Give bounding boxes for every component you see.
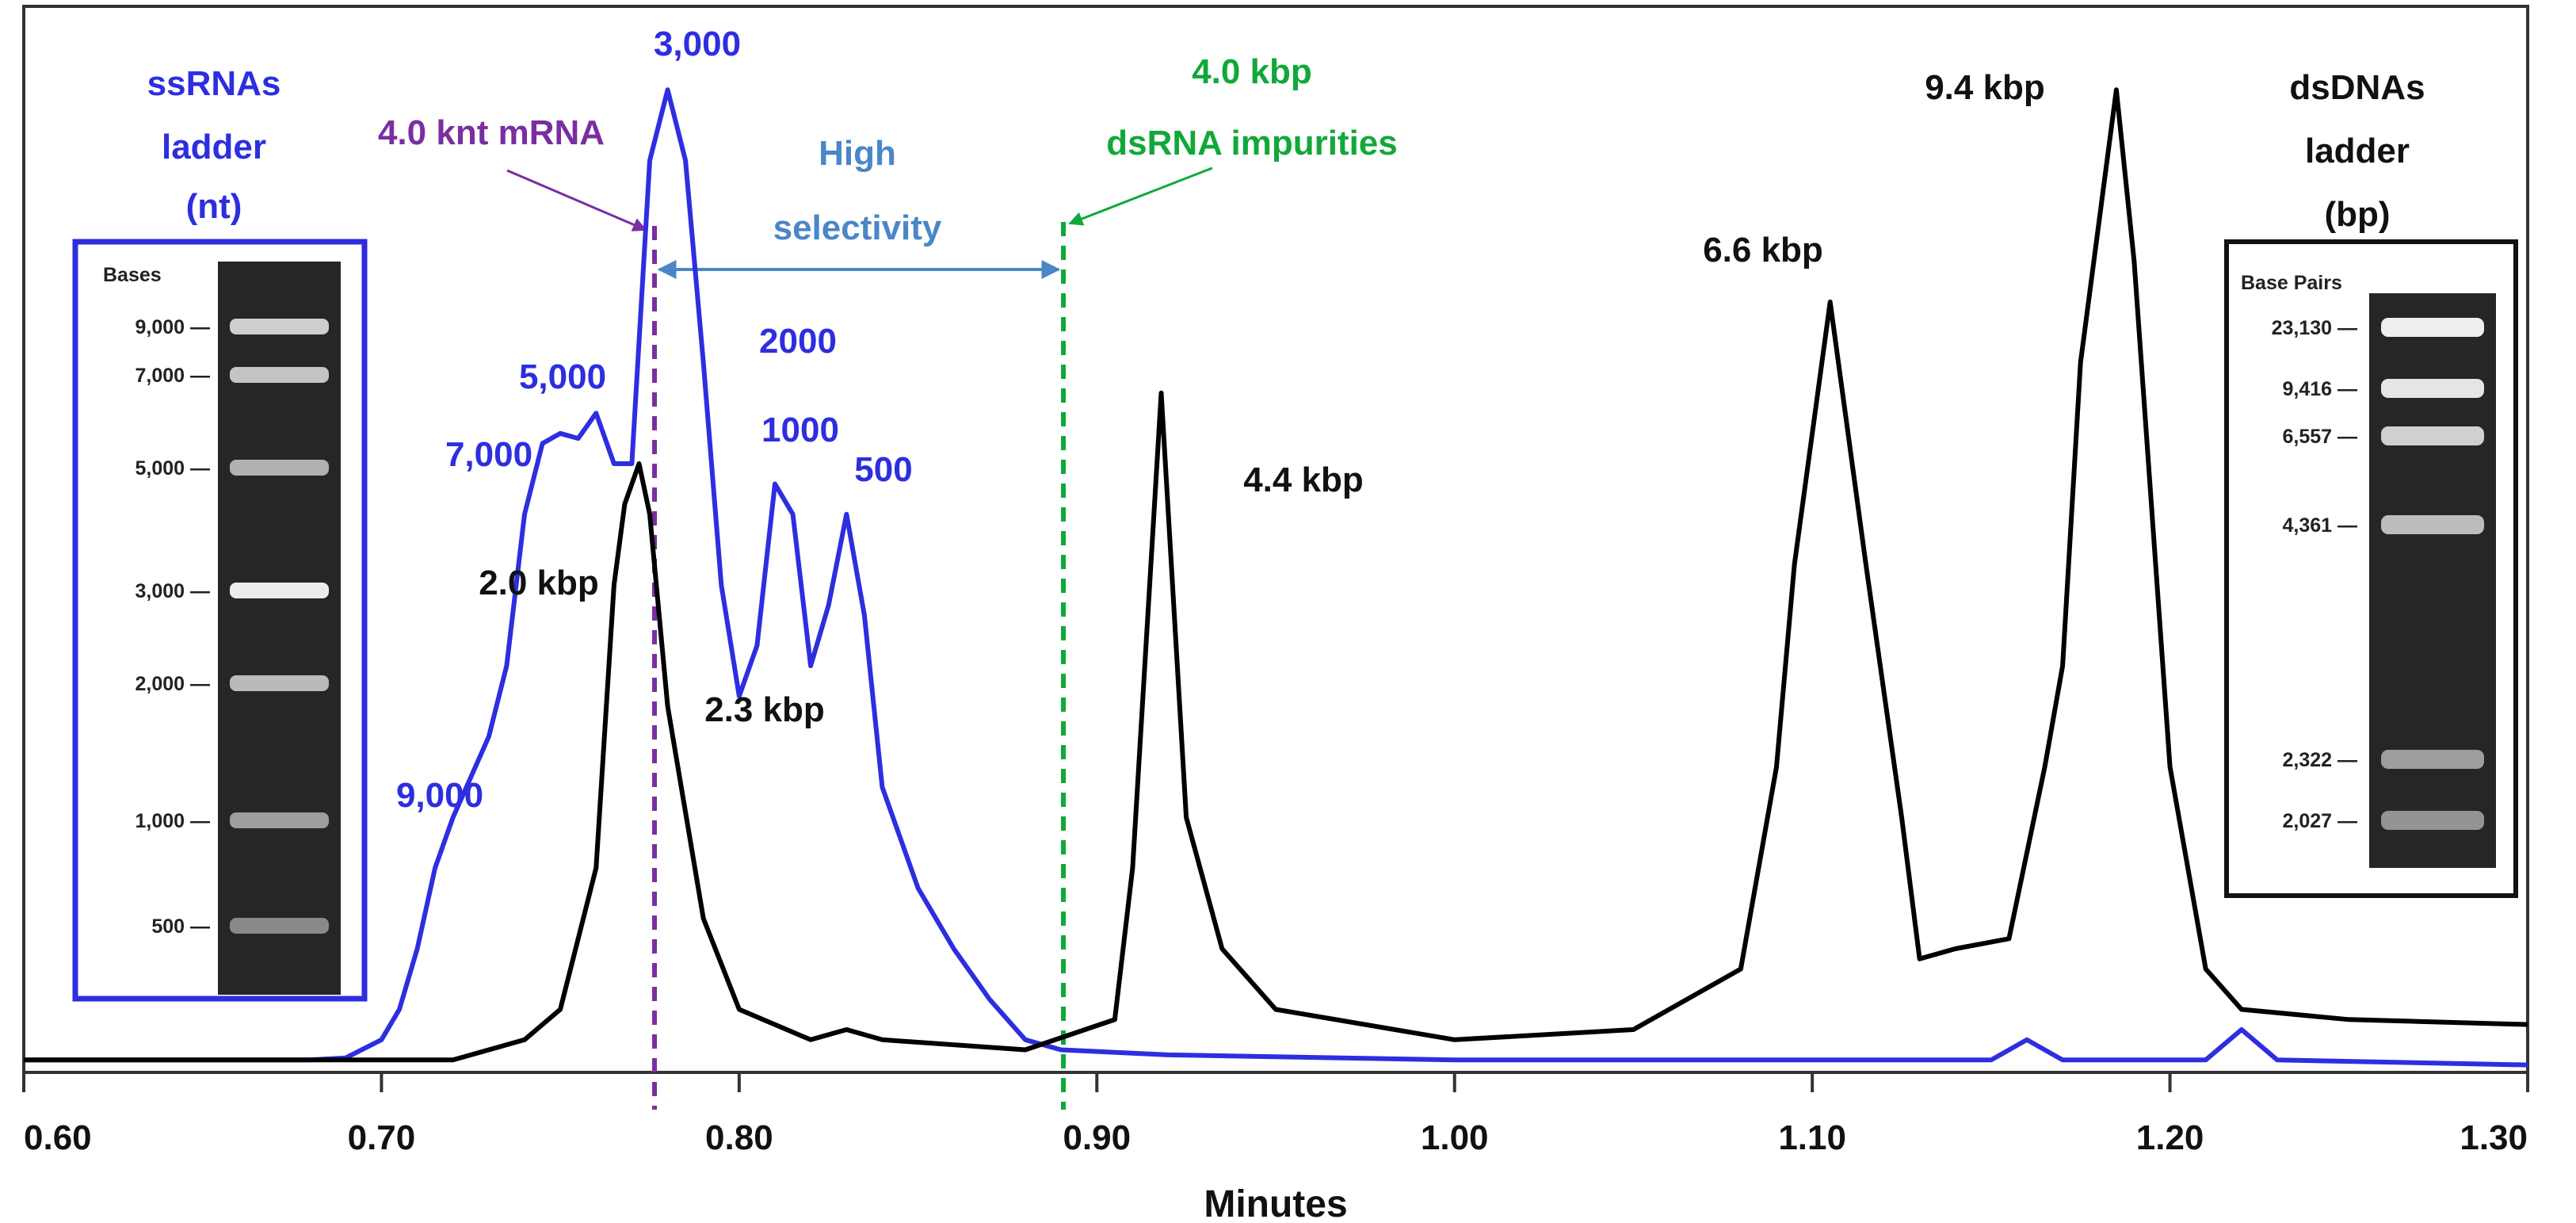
gel-tick-label: 3,000 — [135, 580, 210, 602]
mrna-pointer-arrow [506, 169, 647, 231]
x-tick-label: 1.00 [1421, 1118, 1489, 1157]
gel-band [230, 460, 329, 476]
ssrna-ladder-title-3: (nt) [186, 187, 242, 226]
x-axis: 0.60 0.70 0.80 0.90 1.00 1.10 1.20 1.30 [22, 1072, 2529, 1157]
gel-band [230, 812, 329, 828]
gel-tick-label: 1,000 — [135, 810, 210, 832]
x-tick-label: 1.30 [2460, 1118, 2528, 1157]
dsrna-pointer-arrow [1068, 166, 1213, 226]
ssrna-gel-inset: Bases 9,000 — 7,000 — 5,000 — 3,000 — 2,000 … [72, 239, 368, 1002]
peak-label-3000: 3,000 [654, 25, 741, 63]
ssrna-ladder-title-2: ladder [162, 128, 266, 166]
gel-band [2381, 318, 2484, 337]
ssrna-ladder-title-1: ssRNAs [147, 64, 281, 103]
dsrna-annotation-1: 4.0 kbp [1192, 52, 1312, 91]
gel-tick-label: 2,000 — [135, 673, 210, 695]
gel-band [2381, 379, 2484, 398]
peak-label-9-4-kbp: 9.4 kbp [1925, 68, 2045, 107]
dsdna-ladder-title-3: (bp) [2324, 195, 2390, 234]
peak-label-2-3-kbp: 2.3 kbp [704, 690, 825, 729]
peak-label-2-0-kbp: 2.0 kbp [479, 564, 599, 602]
peak-label-2000: 2000 [759, 322, 837, 361]
gel-tick-label: 500 — [151, 915, 210, 938]
selectivity-annotation-1: High [819, 134, 896, 173]
dsrna-annotation-2: dsRNA impurities [1106, 124, 1398, 162]
x-axis-label: Minutes [1204, 1183, 1347, 1223]
gel-tick-label: 23,130 — [2272, 317, 2357, 339]
peak-label-500: 500 [854, 450, 912, 489]
ssrna-gel-lane [218, 262, 341, 995]
gel-band [230, 675, 329, 691]
x-tick-label: 0.60 [24, 1118, 92, 1157]
dsdna-gel-inset: Base Pairs 23,130 — 9,416 — 6,557 — 4,361 —… [2224, 239, 2518, 898]
ssrna-ladder-line [24, 87, 2528, 1068]
gel-band [230, 367, 329, 383]
gel-tick-label: 7,000 — [135, 365, 210, 387]
x-tick-label: 1.10 [1778, 1118, 1846, 1157]
peak-label-6-6-kbp: 6.6 kbp [1703, 231, 1823, 269]
gel-band [230, 583, 329, 598]
mrna-annotation: 4.0 knt mRNA [378, 113, 605, 152]
dsdna-gel-header: Base Pairs [2241, 272, 2342, 294]
ssrna-gel-header: Bases [103, 264, 162, 286]
x-tick-label: 0.70 [348, 1118, 416, 1157]
gel-tick-label: 9,416 — [2282, 378, 2357, 400]
plot-frame [22, 5, 2529, 1074]
peak-label-4-4-kbp: 4.4 kbp [1243, 461, 1364, 499]
gel-tick-label: 9,000 — [135, 316, 210, 338]
dsdna-ladder-line [24, 87, 2528, 1063]
gel-band [2381, 515, 2484, 534]
peak-label-1000: 1000 [761, 411, 839, 449]
gel-band [2381, 750, 2484, 769]
gel-band [2381, 426, 2484, 445]
x-tick-label: 0.90 [1063, 1118, 1131, 1157]
dsdna-ladder-title-1: dsDNAs [2289, 68, 2425, 107]
gel-tick-label: 6,557 — [2282, 426, 2357, 448]
gel-tick-label: 4,361 — [2282, 514, 2357, 537]
gel-tick-label: 2,027 — [2282, 810, 2357, 832]
peak-label-9000: 9,000 [396, 776, 483, 815]
gel-tick-label: 2,322 — [2282, 749, 2357, 771]
selectivity-annotation-2: selectivity [773, 208, 942, 247]
gel-band [230, 918, 329, 934]
gel-tick-label: 5,000 — [135, 457, 210, 480]
peak-label-5000: 5,000 [519, 357, 606, 396]
x-tick-label: 0.80 [705, 1118, 773, 1157]
dsdna-ladder-title-2: ladder [2305, 132, 2410, 170]
gel-band [2381, 811, 2484, 830]
peak-label-7000: 7,000 [445, 435, 532, 474]
x-tick-label: 1.20 [2136, 1118, 2204, 1157]
gel-band [230, 319, 329, 334]
